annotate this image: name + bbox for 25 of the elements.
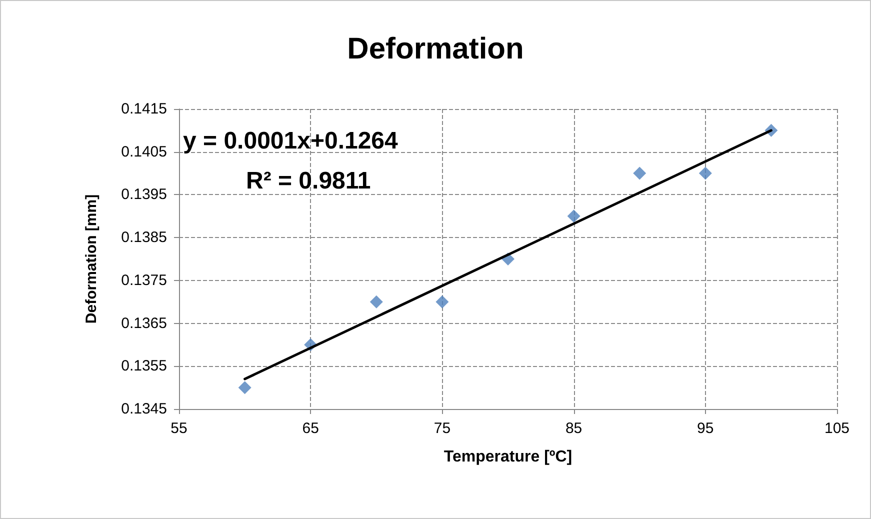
x-axis-title: Temperature [ºC] <box>444 448 572 466</box>
point <box>567 210 580 223</box>
y-tick-label: 0.1395 <box>121 186 167 204</box>
y-tick-label: 0.1385 <box>121 229 167 246</box>
x-tick-label: 105 <box>824 420 850 437</box>
y-tick-label: 0.1345 <box>121 400 167 418</box>
point <box>698 166 712 180</box>
x-tick-label: 95 <box>697 420 714 437</box>
y-tick-label: 0.1405 <box>121 143 167 160</box>
chart-title: Deformation <box>347 32 524 66</box>
y-axis-title: Deformation [mm] <box>83 194 100 324</box>
annotation: y = 0.0001x+0.1264 <box>183 128 399 154</box>
x-tick-label: 55 <box>170 420 188 437</box>
y-tick-label: 0.1355 <box>121 358 167 375</box>
annotation: R² = 0.9811 <box>246 168 371 194</box>
point <box>436 295 449 308</box>
point <box>370 295 383 308</box>
x-tick-label: 65 <box>302 420 319 437</box>
point <box>238 381 252 394</box>
y-tick-label: 0.1415 <box>121 100 167 118</box>
point <box>633 166 646 180</box>
y-tick-label: 0.1375 <box>121 272 167 289</box>
x-tick-label: 75 <box>434 420 451 437</box>
y-tick-label: 0.1365 <box>121 314 167 332</box>
x-tick-label: 85 <box>565 420 582 437</box>
